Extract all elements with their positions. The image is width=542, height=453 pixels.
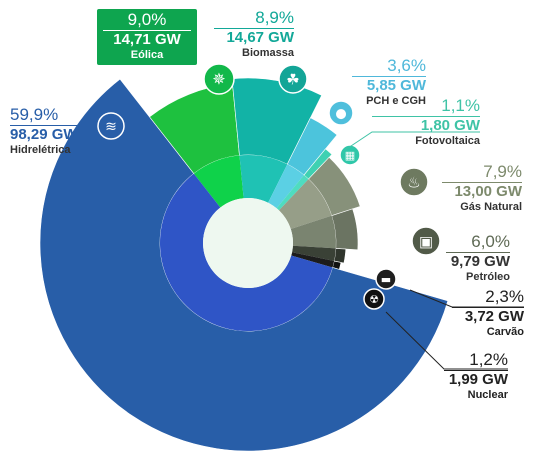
chart-center-hole bbox=[203, 198, 293, 288]
label-eolica-name: Eólica bbox=[130, 49, 164, 61]
label-hidreletrica: 59,9% 98,29 GW Hidrelétrica bbox=[10, 106, 88, 157]
slice-inner-gas-natural bbox=[278, 179, 332, 230]
slice-inner-carvao bbox=[292, 245, 336, 262]
label-biomassa: 8,9% 14,67 GW Biomassa bbox=[214, 9, 294, 60]
slice-carvao bbox=[333, 248, 347, 264]
svg-text:●: ● bbox=[335, 107, 346, 122]
label-nuclear: 1,2% 1,99 GW Nuclear bbox=[444, 351, 508, 402]
slice-inner-biomassa bbox=[239, 155, 288, 203]
label-hidro-rule bbox=[10, 125, 88, 126]
svg-text:≋: ≋ bbox=[105, 119, 117, 135]
label-nuclear-capacity: 1,99 GW bbox=[448, 371, 508, 388]
label-fotovoltaica-percent: 1,1% bbox=[441, 96, 480, 115]
label-petroleo-capacity: 9,79 GW bbox=[450, 253, 510, 270]
label-gas-natural: 7,9% 13,00 GW Gás Natural bbox=[442, 163, 522, 214]
leader-line bbox=[344, 131, 480, 151]
slice-inner-hidreletrica bbox=[159, 173, 333, 332]
label-hidro-capacity: 98,29 GW bbox=[10, 126, 78, 143]
flame-icon: ♨ bbox=[399, 167, 429, 197]
slice-inner-fotovoltaica bbox=[276, 175, 309, 211]
label-pch: 3,6% 5,85 GW PCH e CGH bbox=[352, 57, 426, 108]
label-pch-percent: 3,6% bbox=[387, 56, 426, 75]
water-drop-icon: ● bbox=[328, 100, 354, 126]
label-carvao-name: Carvão bbox=[486, 326, 524, 338]
label-biomassa-rule bbox=[214, 28, 294, 29]
label-carvao-rule bbox=[452, 307, 524, 308]
leader-line bbox=[385, 311, 508, 370]
label-carvao: 2,3% 3,72 GW Carvão bbox=[452, 288, 524, 339]
label-carvao-percent: 2,3% bbox=[485, 287, 524, 306]
label-fotovoltaica-rule bbox=[372, 116, 480, 117]
label-eolica-rule bbox=[103, 30, 191, 31]
label-gas-capacity: 13,00 GW bbox=[454, 183, 522, 200]
label-petroleo: 6,0% 9,79 GW Petróleo bbox=[446, 233, 510, 284]
oil-barrel-icon: ▣ bbox=[411, 226, 441, 256]
label-biomassa-capacity: 14,67 GW bbox=[226, 29, 294, 46]
label-fotovoltaica-capacity: 1,80 GW bbox=[420, 117, 480, 134]
wind-turbine-icon: ✵ bbox=[203, 63, 235, 95]
coal-cart-icon: ▬ bbox=[375, 268, 397, 290]
slice-inner-pch-e-cgh bbox=[268, 164, 304, 209]
label-pch-name: PCH e CGH bbox=[366, 95, 426, 107]
slice-inner-nuclear bbox=[291, 252, 335, 268]
svg-text:♨: ♨ bbox=[407, 173, 420, 191]
slice-inner-eolica bbox=[193, 155, 244, 208]
label-nuclear-percent: 1,2% bbox=[469, 350, 508, 369]
dam-waves-icon: ≋ bbox=[97, 112, 125, 140]
svg-text:▬: ▬ bbox=[381, 273, 391, 286]
label-biomassa-name: Biomassa bbox=[242, 47, 294, 59]
nuclear-plant-icon: ☢ bbox=[363, 288, 385, 310]
label-gas-percent: 7,9% bbox=[483, 162, 522, 181]
plant-leaf-icon: ☘ bbox=[278, 64, 308, 94]
label-hidro-name: Hidrelétrica bbox=[10, 144, 71, 156]
label-hidro-percent: 59,9% bbox=[10, 105, 59, 124]
label-carvao-capacity: 3,72 GW bbox=[464, 308, 524, 325]
label-petroleo-rule bbox=[446, 252, 510, 253]
label-gas-rule bbox=[442, 182, 522, 183]
label-gas-name: Gás Natural bbox=[460, 201, 522, 213]
svg-text:☘: ☘ bbox=[286, 70, 299, 88]
label-petroleo-percent: 6,0% bbox=[471, 232, 510, 251]
label-eolica: 9,0% 14,71 GW Eólica bbox=[97, 9, 197, 65]
label-nuclear-rule bbox=[444, 370, 508, 371]
slice-inner-petroleo bbox=[290, 215, 336, 249]
label-petroleo-name: Petróleo bbox=[465, 271, 510, 283]
label-pch-rule bbox=[352, 76, 426, 77]
label-eolica-percent: 9,0% bbox=[127, 10, 167, 29]
svg-text:▦: ▦ bbox=[345, 149, 355, 162]
svg-text:☢: ☢ bbox=[369, 293, 379, 306]
svg-text:▣: ▣ bbox=[419, 232, 433, 250]
svg-text:✵: ✵ bbox=[212, 70, 225, 89]
solar-panel-icon: ▦ bbox=[339, 144, 361, 166]
label-pch-capacity: 5,85 GW bbox=[366, 77, 426, 94]
label-eolica-capacity: 14,71 GW bbox=[113, 31, 181, 48]
label-fotovoltaica-name: Fotovoltaica bbox=[415, 135, 480, 147]
label-nuclear-name: Nuclear bbox=[467, 389, 508, 401]
label-fotovoltaica: 1,1% 1,80 GW Fotovoltaica bbox=[372, 97, 480, 148]
label-biomassa-percent: 8,9% bbox=[255, 8, 294, 27]
